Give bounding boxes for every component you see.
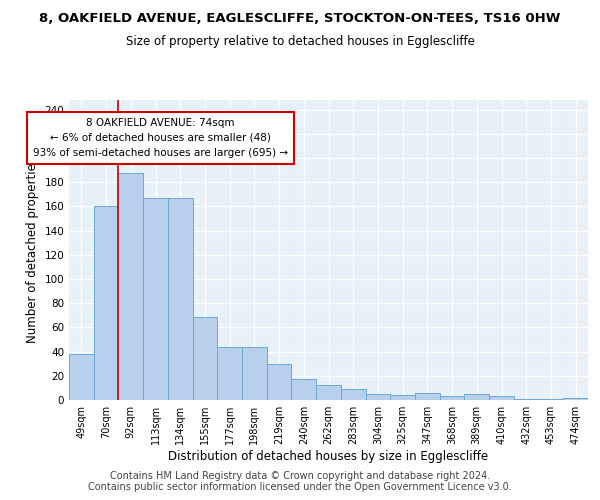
Bar xyxy=(514,399,539,400)
Bar xyxy=(539,399,563,400)
X-axis label: Distribution of detached houses by size in Egglescliffe: Distribution of detached houses by size … xyxy=(169,450,488,463)
Text: 8 OAKFIELD AVENUE: 74sqm
← 6% of detached houses are smaller (48)
93% of semi-de: 8 OAKFIELD AVENUE: 74sqm ← 6% of detache… xyxy=(33,118,288,158)
Bar xyxy=(365,394,390,400)
Bar xyxy=(94,206,118,400)
Bar xyxy=(489,396,514,400)
Y-axis label: Number of detached properties: Number of detached properties xyxy=(26,157,39,343)
Bar xyxy=(143,198,168,400)
Bar xyxy=(292,380,316,400)
Text: Size of property relative to detached houses in Egglescliffe: Size of property relative to detached ho… xyxy=(125,35,475,48)
Bar xyxy=(464,394,489,400)
Bar xyxy=(217,347,242,400)
Text: 8, OAKFIELD AVENUE, EAGLESCLIFFE, STOCKTON-ON-TEES, TS16 0HW: 8, OAKFIELD AVENUE, EAGLESCLIFFE, STOCKT… xyxy=(40,12,560,26)
Bar xyxy=(193,316,217,400)
Bar xyxy=(118,172,143,400)
Text: Contains HM Land Registry data © Crown copyright and database right 2024.
Contai: Contains HM Land Registry data © Crown c… xyxy=(88,471,512,492)
Bar xyxy=(440,396,464,400)
Bar xyxy=(69,354,94,400)
Bar xyxy=(415,392,440,400)
Bar xyxy=(267,364,292,400)
Bar xyxy=(341,389,365,400)
Bar xyxy=(390,395,415,400)
Bar xyxy=(563,398,588,400)
Bar xyxy=(168,198,193,400)
Bar xyxy=(316,386,341,400)
Bar xyxy=(242,347,267,400)
